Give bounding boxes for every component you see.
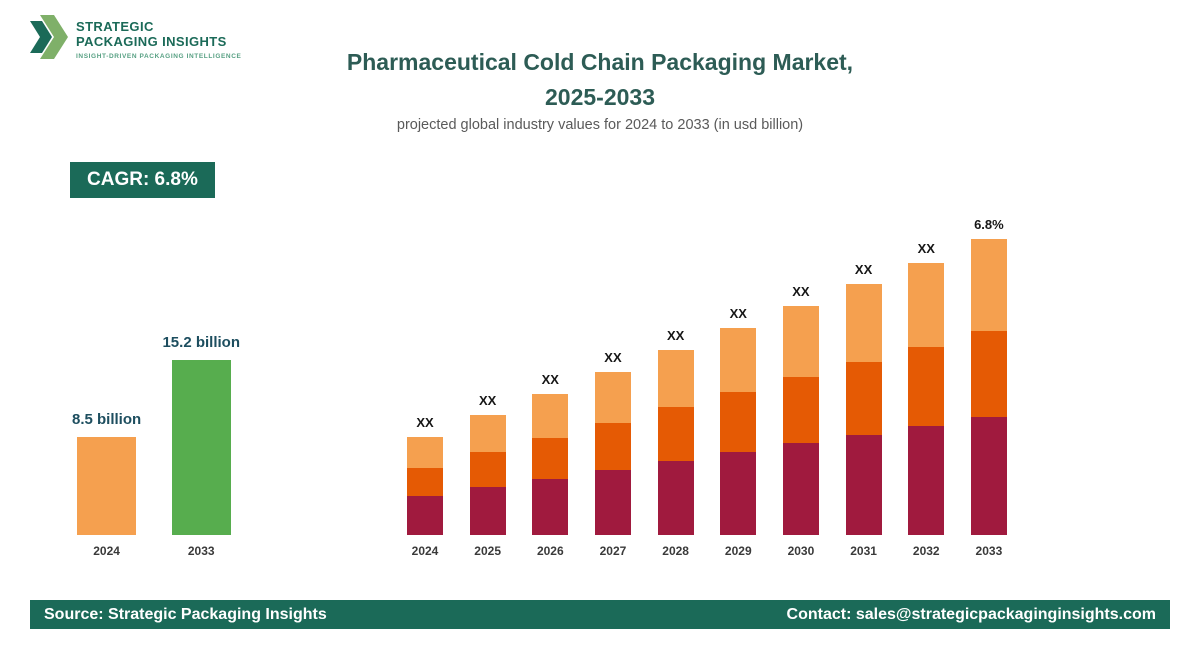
stacked-chart-column: XX 2030 bbox=[782, 188, 819, 558]
footer-contact: Contact: sales@strategicpackaginginsight… bbox=[786, 605, 1156, 623]
bar-top-label: XX bbox=[666, 328, 685, 343]
segment-top-segment bbox=[532, 394, 569, 438]
segment-middle-segment bbox=[469, 452, 506, 487]
stacked-bar bbox=[407, 437, 443, 535]
axis-year-label: 2026 bbox=[536, 544, 564, 558]
segment-middle-segment bbox=[532, 438, 569, 479]
footer-source: Source: Strategic Packaging Insights bbox=[44, 605, 327, 623]
page-subtitle: projected global industry values for 202… bbox=[396, 117, 804, 133]
segment-bottom-segment bbox=[594, 470, 631, 535]
axis-year-label: 2033 bbox=[975, 544, 1003, 558]
stacked-bar bbox=[720, 328, 757, 535]
stacked-bar bbox=[782, 306, 819, 535]
brand-logo: STRATEGIC PACKAGING INSIGHTS INSIGHT-DRI… bbox=[30, 13, 241, 66]
axis-year-label: 2033 bbox=[187, 544, 215, 558]
stacked-bar bbox=[657, 350, 694, 535]
segment-top-segment bbox=[407, 437, 443, 468]
stacked-chart: XX 2024 XX 2025 XX 2026 XX 2027 XX 2028 XX 2029 XX 20… bbox=[407, 188, 1007, 558]
segment-middle-segment bbox=[407, 468, 443, 496]
segment-top-segment bbox=[782, 306, 819, 377]
bar-top-label: XX bbox=[416, 415, 434, 430]
segment-top-segment bbox=[720, 328, 757, 392]
mini-chart-column: 15.2 billion 2033 bbox=[162, 300, 240, 558]
footer-bar: Source: Strategic Packaging Insights Con… bbox=[30, 600, 1170, 629]
axis-year-label: 2028 bbox=[662, 544, 689, 558]
stacked-bar bbox=[908, 263, 945, 535]
segment-bottom-segment bbox=[407, 496, 443, 535]
axis-year-label: 2024 bbox=[93, 544, 120, 558]
segment-bottom-segment bbox=[908, 426, 945, 535]
growth-comparison-chart: 8.5 billion 2024 15.2 billion 2033 bbox=[72, 300, 240, 558]
segment-bottom-segment bbox=[532, 479, 569, 535]
stacked-chart-column: 6.8% 2033 bbox=[970, 188, 1007, 558]
brand-name-line2: PACKAGING INSIGHTS bbox=[76, 34, 227, 49]
bar-top-label: XX bbox=[478, 393, 497, 408]
segment-middle-segment bbox=[594, 423, 631, 470]
segment-top-segment bbox=[970, 239, 1007, 331]
stacked-bar bbox=[970, 239, 1007, 535]
chevron-logo-icon bbox=[30, 13, 68, 66]
comparison-bar bbox=[171, 360, 231, 535]
segment-middle-segment bbox=[845, 362, 882, 435]
segment-top-segment bbox=[908, 263, 945, 347]
axis-year-label: 2031 bbox=[850, 544, 877, 558]
stacked-bar bbox=[532, 394, 569, 535]
segment-bottom-segment bbox=[469, 487, 506, 535]
segment-top-segment bbox=[657, 350, 694, 407]
segment-middle-segment bbox=[908, 347, 945, 426]
segment-bottom-segment bbox=[782, 443, 819, 535]
cagr-badge: CAGR: 6.8% bbox=[70, 162, 215, 198]
stacked-chart-column: XX 2024 bbox=[407, 188, 443, 558]
bar-value-label: 15.2 billion bbox=[162, 334, 240, 351]
bar-top-label: XX bbox=[854, 262, 873, 277]
axis-year-label: 2029 bbox=[724, 544, 752, 558]
bar-top-label: XX bbox=[604, 350, 622, 365]
axis-year-label: 2025 bbox=[474, 544, 501, 558]
segment-middle-segment bbox=[720, 392, 757, 452]
stacked-bar bbox=[845, 284, 882, 535]
segment-top-segment bbox=[469, 415, 506, 452]
segment-bottom-segment bbox=[970, 417, 1007, 535]
brand-text: STRATEGIC PACKAGING INSIGHTS INSIGHT-DRI… bbox=[76, 13, 241, 60]
bar-top-label: XX bbox=[729, 306, 747, 321]
segment-bottom-segment bbox=[720, 452, 757, 535]
segment-middle-segment bbox=[970, 331, 1007, 417]
axis-year-label: 2030 bbox=[787, 544, 815, 558]
segment-top-segment bbox=[594, 372, 631, 423]
page-title-line2: 2025-2033 bbox=[545, 84, 655, 110]
segment-bottom-segment bbox=[657, 461, 694, 535]
stacked-chart-column: XX 2026 bbox=[532, 188, 569, 558]
stacked-chart-column: XX 2031 bbox=[845, 188, 882, 558]
bar-top-label: XX bbox=[917, 241, 935, 256]
stacked-chart-column: XX 2028 bbox=[657, 188, 694, 558]
page-title-line1: Pharmaceutical Cold Chain Packaging Mark… bbox=[346, 49, 854, 75]
segment-middle-segment bbox=[657, 407, 694, 461]
stacked-bar bbox=[594, 372, 631, 535]
segment-middle-segment bbox=[782, 377, 819, 443]
brand-tagline: INSIGHT-DRIVEN PACKAGING INTELLIGENCE bbox=[76, 53, 242, 60]
bar-value-label: 8.5 billion bbox=[72, 411, 142, 428]
stacked-chart-column: XX 2032 bbox=[908, 188, 945, 558]
bar-top-label: XX bbox=[792, 284, 810, 299]
stacked-chart-column: XX 2029 bbox=[720, 188, 757, 558]
stacked-bar bbox=[469, 415, 506, 535]
stacked-chart-column: XX 2027 bbox=[594, 188, 631, 558]
segment-top-segment bbox=[845, 284, 882, 362]
comparison-bar bbox=[77, 437, 137, 535]
axis-year-label: 2027 bbox=[599, 544, 627, 558]
axis-year-label: 2032 bbox=[912, 544, 940, 558]
axis-year-label: 2024 bbox=[411, 544, 439, 558]
bar-top-label: XX bbox=[541, 372, 559, 387]
page-title: Pharmaceutical Cold Chain Packaging Mark… bbox=[300, 45, 900, 115]
stacked-chart-column: XX 2025 bbox=[469, 188, 506, 558]
mini-chart-column: 8.5 billion 2024 bbox=[72, 300, 141, 558]
bar-top-label: 6.8% bbox=[974, 217, 1004, 232]
segment-bottom-segment bbox=[845, 435, 882, 535]
brand-name-line1: STRATEGIC bbox=[76, 19, 154, 34]
